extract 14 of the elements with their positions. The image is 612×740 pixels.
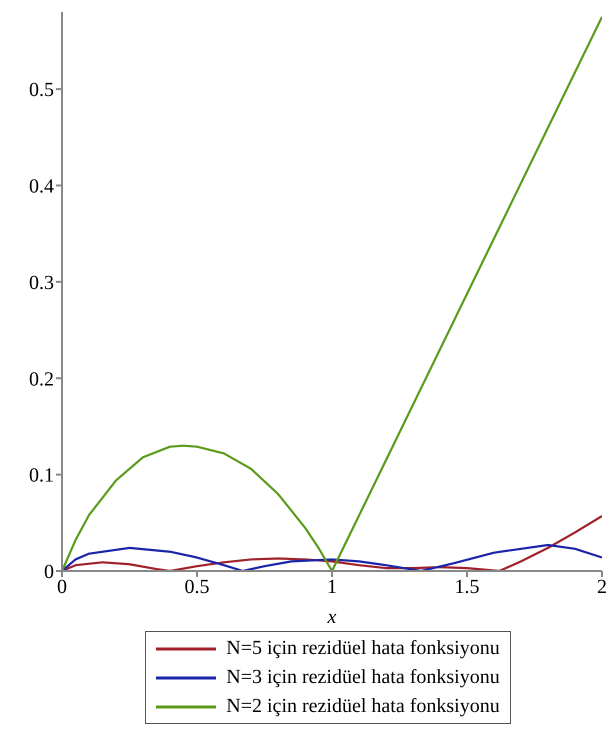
y-tick-label: 0.2 [29, 368, 54, 390]
legend-label: N=3 için rezidüel hata fonksiyonu [226, 665, 500, 690]
x-axis-title: x [326, 606, 337, 628]
y-tick-label: 0.4 [29, 176, 54, 198]
y-tick-label: 0 [44, 561, 54, 584]
x-tick-label: 1 [327, 576, 337, 598]
x-tick-label: 1.5 [454, 576, 480, 598]
x-tick-label: 2 [597, 576, 607, 598]
legend-label: N=5 için rezidüel hata fonksiyonu [226, 636, 500, 661]
x-tick-label: 0.5 [184, 576, 210, 598]
y-tick-label: 0.5 [29, 79, 54, 102]
y-tick-label: 0.3 [29, 272, 54, 294]
legend-label: N=2 için rezidüel hata fonksiyonu [226, 694, 500, 719]
y-tick-label: 0.1 [29, 464, 54, 487]
